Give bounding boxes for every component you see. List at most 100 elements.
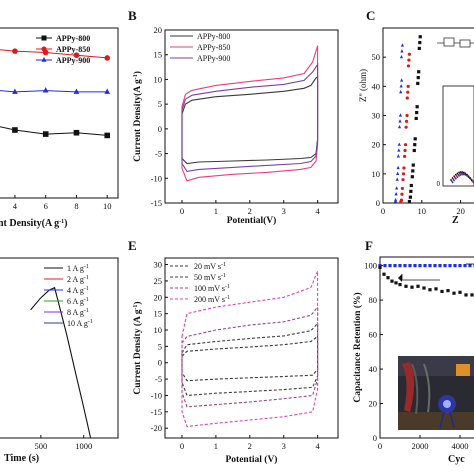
data-point <box>400 43 404 47</box>
x-axis-label: Potential (V) <box>226 454 278 465</box>
data-point <box>418 264 422 268</box>
y-tick-label: 30 <box>372 111 381 121</box>
panel-c: 0 10 20 0 10 20 30 40 50 0 C Z Z'' (ohm) <box>358 8 474 226</box>
inset-frame <box>442 85 474 187</box>
x-tick-label: 4 <box>316 206 321 216</box>
y-tick-label: 10 <box>154 74 163 84</box>
data-point <box>415 105 419 109</box>
x-tick-label: 20 <box>456 206 465 216</box>
data-point <box>390 279 394 283</box>
wire <box>423 363 431 413</box>
data-point <box>411 163 415 167</box>
data-point <box>395 177 399 181</box>
data-point <box>468 264 472 268</box>
data-point <box>448 264 452 268</box>
data-point <box>417 46 421 51</box>
data-point <box>440 289 444 294</box>
led-leg <box>439 411 445 429</box>
clip-red <box>402 362 414 412</box>
legend-label: 6 A g-1 <box>67 297 89 306</box>
data-point <box>400 186 404 191</box>
inset-tick-label: 0 <box>437 180 441 188</box>
x-tick-label: 10 <box>418 206 427 216</box>
data-point <box>400 192 404 196</box>
x-tick-label: 4 <box>13 201 18 211</box>
data-point <box>42 87 49 93</box>
data-point <box>402 154 407 158</box>
cv-loop <box>181 62 319 173</box>
legend-label: 8 A g-1 <box>67 308 89 317</box>
y-tick-label: 5 <box>158 99 162 109</box>
axes-frame <box>0 27 119 199</box>
data-point <box>42 131 49 137</box>
data-point <box>418 40 422 45</box>
data-point <box>399 198 404 202</box>
data-point <box>406 64 411 68</box>
y-tick-label: 80 <box>369 295 378 305</box>
circuit-resistor <box>443 37 455 47</box>
data-point <box>104 88 111 94</box>
data-point <box>401 172 406 176</box>
data-point <box>396 154 400 158</box>
data-point <box>423 264 427 268</box>
y-tick-label: 40 <box>372 81 381 91</box>
data-point <box>388 264 392 268</box>
y-tick-label: 0 <box>376 198 380 208</box>
panel-letter: B <box>128 8 137 23</box>
x-tick-label: 0 <box>381 206 385 216</box>
data-point <box>73 129 80 136</box>
data-point <box>394 281 398 285</box>
data-point <box>104 132 111 139</box>
x-tick-label: 2000 <box>412 441 429 451</box>
data-point <box>397 142 401 146</box>
y-tick-label: 40 <box>369 364 378 374</box>
y-tick-label: 50 <box>372 52 381 62</box>
inset-point <box>459 174 462 176</box>
data-point <box>406 84 410 88</box>
data-point <box>73 52 80 58</box>
arrow-head <box>398 274 402 282</box>
x-tick-label: 4000 <box>452 441 469 451</box>
data-point <box>396 165 400 170</box>
data-point <box>398 113 403 117</box>
legend-label: 10 A g-1 <box>67 319 93 328</box>
x-tick-label: 0 <box>180 441 184 451</box>
photo-table <box>398 412 474 430</box>
inset-point <box>453 179 456 182</box>
inset-point <box>451 181 454 184</box>
device-card <box>456 364 470 376</box>
axes-frame <box>379 256 474 439</box>
x-axis-label: Z <box>452 215 459 226</box>
data-point <box>411 169 415 173</box>
legend-label: 20 mV s-1 <box>194 262 226 271</box>
legend-label: 2 A g-1 <box>67 275 89 284</box>
y-tick-label: 0 <box>158 124 162 134</box>
legend-label: APPy-800 <box>197 32 230 41</box>
y-tick-label: 0 <box>373 433 377 443</box>
data-point <box>433 264 437 268</box>
data-point <box>446 289 450 293</box>
x-axis-label: Time (s) <box>4 453 39 464</box>
x-axis-label: Potential(V) <box>227 215 277 226</box>
cv-loop <box>181 270 319 428</box>
data-point <box>414 116 418 121</box>
y-axis-label: Capacitance Retention (%) <box>352 292 363 402</box>
data-point <box>417 70 421 74</box>
y-tick-label: 5 <box>158 341 162 351</box>
y-axis-label: Current Density (A g-1) <box>132 301 143 394</box>
led-light <box>443 400 451 408</box>
data-point <box>416 75 420 80</box>
data-point <box>394 192 398 196</box>
panel-e: 0 1 2 3 4 -20 -15 -10 -5 0 5 10 15 20 25 30 20 mV s-1 50 … <box>128 238 339 465</box>
legend-label: 1 A g-1 <box>67 264 89 273</box>
data-point <box>400 49 404 53</box>
x-tick-label: 1000 <box>75 441 92 451</box>
data-point <box>413 143 417 147</box>
y-tick-label: 100 <box>364 261 377 271</box>
data-point <box>409 189 413 193</box>
y-tick-label: 30 <box>154 260 163 270</box>
data-point <box>408 264 412 268</box>
panel-f: 0 2000 4000 0 20 40 60 80 100 F Cyc Capacitance Ret… <box>352 238 474 465</box>
data-point <box>12 88 18 94</box>
